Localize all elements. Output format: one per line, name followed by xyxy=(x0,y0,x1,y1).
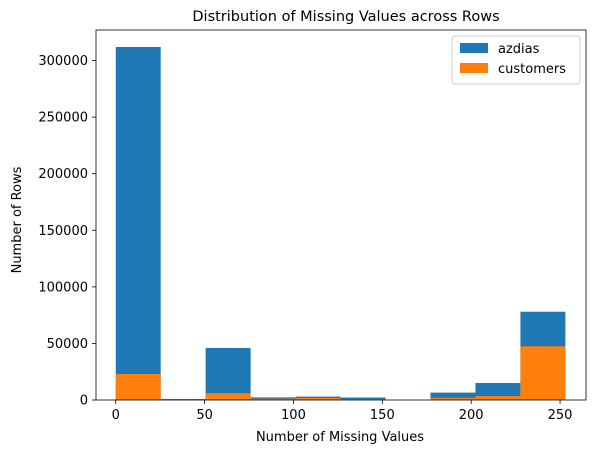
bar-customers-9 xyxy=(520,346,566,400)
bars-group xyxy=(115,46,566,401)
bar-azdias-5 xyxy=(340,397,386,400)
legend-label-customers: customers xyxy=(498,62,566,77)
y-tick-label: 0 xyxy=(80,394,88,409)
legend-swatch-customers xyxy=(460,63,488,73)
bar-customers-4 xyxy=(295,397,341,400)
bar-azdias-0 xyxy=(115,46,161,401)
y-axis-label: Number of Rows xyxy=(10,166,25,273)
chart-title: Distribution of Missing Values across Ro… xyxy=(192,9,499,25)
x-tick-label: 0 xyxy=(112,408,120,423)
x-tick-label: 250 xyxy=(548,408,573,423)
y-tick-label: 300000 xyxy=(38,54,88,69)
bar-customers-0 xyxy=(115,373,161,400)
bar-azdias-1 xyxy=(160,399,206,400)
legend-label-azdias: azdias xyxy=(498,42,540,57)
legend-swatch-azdias xyxy=(460,43,488,53)
bar-azdias-8 xyxy=(475,383,521,400)
y-tick-label: 100000 xyxy=(38,280,88,295)
bar-azdias-2 xyxy=(205,347,251,400)
bar-customers-3 xyxy=(250,398,296,400)
x-tick-label: 150 xyxy=(370,408,395,423)
y-tick-label: 150000 xyxy=(38,224,88,239)
plot-frame xyxy=(95,29,587,401)
axes-group: 0 50 100 150 200 250 0 50000 100000 150000 200000 2… xyxy=(38,29,587,423)
bar-customers-7 xyxy=(430,397,476,400)
x-tick-label: 100 xyxy=(281,408,306,423)
bar-customers-2 xyxy=(205,393,251,400)
y-tick-label: 50000 xyxy=(47,337,88,352)
legend: azdias customers xyxy=(451,35,581,85)
y-tick-label: 200000 xyxy=(38,167,88,182)
x-tick-label: 50 xyxy=(196,408,213,423)
x-tick-label: 200 xyxy=(459,408,484,423)
bar-customers-8 xyxy=(475,396,521,400)
y-tick-label: 250000 xyxy=(38,111,88,126)
x-axis-label: Number of Missing Values xyxy=(256,430,424,445)
bar-azdias-7 xyxy=(430,392,476,400)
